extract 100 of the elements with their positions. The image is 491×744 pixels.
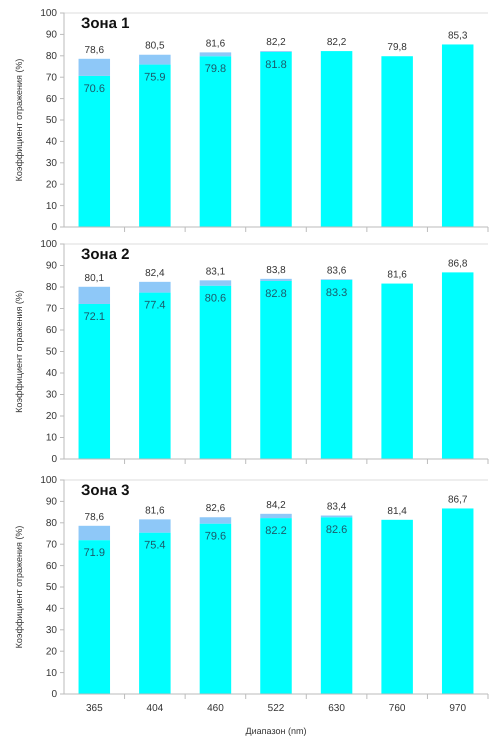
y-tick-label: 50 [46, 346, 58, 358]
y-tick-label: 0 [51, 222, 58, 234]
total-label: 82,2 [266, 37, 286, 48]
bar [260, 52, 292, 227]
bar [442, 508, 474, 694]
y-axis-title: Коэффициент отражения (%) [14, 290, 24, 413]
total-label: 81,6 [145, 505, 166, 516]
bar [139, 54, 171, 65]
total-label: 78,6 [84, 44, 104, 56]
x-tick-label: 365 [86, 703, 104, 714]
bar [200, 280, 232, 286]
y-tick-label: 10 [46, 432, 58, 444]
y-tick-label: 70 [46, 304, 58, 315]
y-tick-label: 90 [46, 30, 58, 41]
total-label: 83,8 [266, 264, 286, 276]
y-tick-label: 50 [46, 582, 58, 594]
y-tick-label: 60 [46, 560, 58, 572]
data-label: 80.6 [204, 292, 226, 305]
data-label: 82.8 [265, 288, 287, 300]
data-label: 82.2 [265, 525, 287, 538]
y-tick-label: 90 [46, 260, 58, 272]
bar [200, 286, 232, 459]
bar [320, 280, 352, 459]
bar [139, 64, 171, 227]
total-label: 80,5 [145, 40, 166, 52]
bar [442, 272, 474, 459]
y-tick-label: 60 [46, 325, 58, 336]
y-tick-label: 40 [46, 136, 58, 148]
y-tick-label: 30 [46, 158, 58, 169]
total-label: 81,6 [206, 38, 226, 50]
total-label: 85,3 [448, 30, 468, 42]
x-axis-title: Диапазон (nm) [246, 726, 306, 736]
bar [139, 282, 171, 293]
bar [78, 304, 110, 459]
total-label: 83,6 [326, 265, 347, 276]
y-tick-label: 20 [46, 411, 58, 422]
bar [78, 526, 110, 540]
data-label: 72.1 [84, 310, 105, 323]
total-label: 83,4 [326, 502, 347, 513]
y-tick-label: 0 [51, 454, 58, 466]
x-tick-label: 404 [146, 703, 164, 714]
data-label: 70.6 [84, 82, 105, 95]
x-tick-label: 630 [328, 703, 346, 714]
y-tick-label: 40 [46, 604, 58, 615]
bar [200, 52, 232, 56]
total-label: 78,6 [84, 512, 104, 523]
x-tick-label: 970 [449, 703, 466, 714]
x-tick-label: 522 [268, 703, 285, 714]
bar [320, 517, 352, 694]
total-label: 82,6 [206, 503, 226, 514]
y-tick-label: 70 [46, 539, 58, 550]
x-tick-label: 760 [388, 703, 406, 714]
bar [139, 519, 171, 533]
bar [260, 514, 292, 518]
bar [260, 280, 292, 459]
bar [200, 56, 232, 227]
total-label: 82,4 [145, 268, 166, 279]
y-axis-title: Коэффициент отражения (%) [14, 58, 24, 182]
total-label: 86,7 [448, 494, 468, 506]
y-tick-label: 80 [46, 518, 58, 529]
chart-title: Зона 3 [81, 482, 130, 499]
data-label: 79.8 [204, 63, 226, 76]
y-tick-label: 100 [40, 475, 58, 486]
total-label: 80,1 [84, 272, 104, 284]
bar [442, 44, 474, 227]
y-tick-label: 80 [46, 282, 58, 294]
y-tick-label: 100 [40, 8, 58, 20]
y-tick-label: 70 [46, 72, 58, 84]
bar [320, 51, 352, 227]
y-tick-label: 20 [46, 646, 58, 658]
total-label: 83,1 [206, 266, 226, 278]
y-tick-label: 60 [46, 94, 58, 105]
y-tick-label: 0 [51, 689, 58, 700]
bar [139, 292, 171, 459]
bar [381, 520, 413, 694]
y-axis-title: Коэффициент отражения (%) [14, 526, 24, 648]
y-tick-label: 30 [46, 625, 58, 636]
total-label: 81,6 [387, 270, 408, 281]
bar [78, 76, 110, 227]
bar [381, 284, 413, 459]
bar [200, 517, 232, 524]
y-tick-label: 20 [46, 179, 58, 190]
y-tick-label: 100 [40, 239, 58, 250]
total-label: 81,4 [387, 506, 408, 517]
y-tick-label: 50 [46, 115, 58, 126]
bar [78, 540, 110, 694]
y-tick-label: 90 [46, 496, 58, 508]
total-label: 86,8 [448, 258, 468, 270]
y-tick-label: 40 [46, 368, 58, 380]
y-tick-label: 10 [46, 668, 58, 679]
x-tick-label: 460 [207, 703, 224, 714]
data-label: 75.9 [144, 72, 166, 84]
bar [200, 524, 232, 694]
y-tick-label: 30 [46, 390, 58, 401]
y-tick-label: 10 [46, 200, 58, 212]
data-label: 71.9 [84, 547, 105, 560]
total-label: 82,2 [326, 37, 347, 48]
y-tick-label: 80 [46, 51, 58, 62]
bar [78, 286, 110, 304]
data-label: 82.6 [326, 524, 348, 536]
